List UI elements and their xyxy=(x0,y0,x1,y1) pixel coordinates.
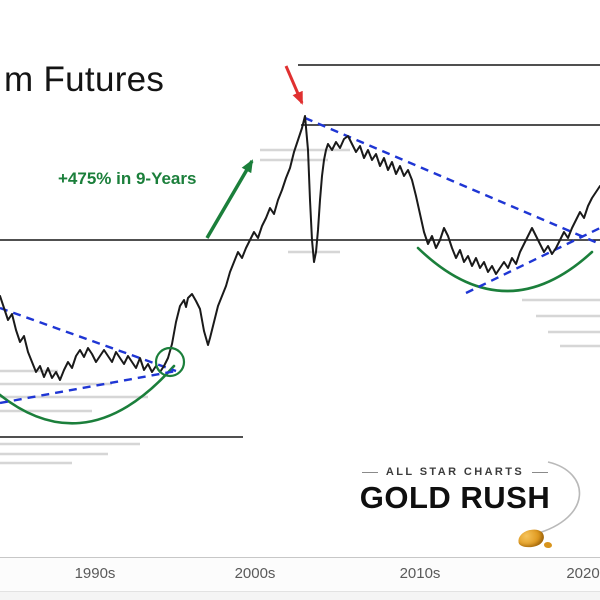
base-pattern-arc xyxy=(0,364,176,425)
base-pattern-arc xyxy=(416,246,594,293)
dashed-trendline xyxy=(0,306,177,373)
x-axis-line xyxy=(0,557,600,558)
logo-right-rule xyxy=(532,471,549,473)
breakout-circle xyxy=(154,346,186,378)
dashed-trendline xyxy=(304,116,600,246)
axis-label-2000s: 2000s xyxy=(234,565,276,582)
red-arrow xyxy=(284,65,304,105)
axis-label-2010s: 2010s xyxy=(399,565,441,582)
chart-title: m Futures xyxy=(4,60,165,99)
gain-annotation: +475% in 9-Years xyxy=(58,169,197,188)
green-arrow xyxy=(205,159,254,239)
logo-left-rule xyxy=(361,471,378,473)
logo-main-text: GOLD RUSH xyxy=(359,480,551,515)
price-line xyxy=(0,115,600,381)
dashed-trendline xyxy=(0,369,177,405)
logo-top-row: ALL STAR CHARTS xyxy=(330,466,580,478)
axis-label-2020: 2020 xyxy=(566,565,600,582)
brand-logo: ALL STAR CHARTS GOLD RUSH xyxy=(330,461,581,558)
gold-nugget-small-icon xyxy=(544,542,552,548)
logo-swoosh-icon xyxy=(534,461,581,535)
axis-label-1990s: 1990s xyxy=(74,565,116,582)
x-axis-lower-strip xyxy=(0,592,600,600)
x-axis-lower-line xyxy=(0,591,600,592)
dashed-trendline xyxy=(465,226,600,295)
logo-top-text: ALL STAR CHARTS xyxy=(385,466,525,478)
